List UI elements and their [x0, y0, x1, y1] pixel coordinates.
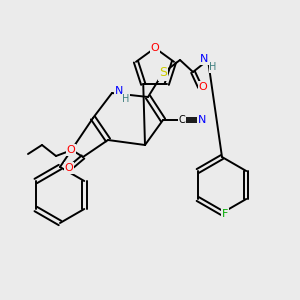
Text: O: O: [64, 163, 74, 173]
Text: O: O: [67, 145, 75, 155]
Text: O: O: [199, 82, 207, 92]
Text: C: C: [178, 115, 185, 125]
Text: H: H: [209, 62, 217, 72]
Text: H: H: [122, 94, 130, 104]
Text: N: N: [198, 115, 206, 125]
Text: N: N: [200, 54, 208, 64]
Text: S: S: [159, 67, 167, 80]
Text: N: N: [115, 86, 123, 96]
Text: O: O: [151, 43, 159, 53]
Text: F: F: [222, 209, 228, 219]
